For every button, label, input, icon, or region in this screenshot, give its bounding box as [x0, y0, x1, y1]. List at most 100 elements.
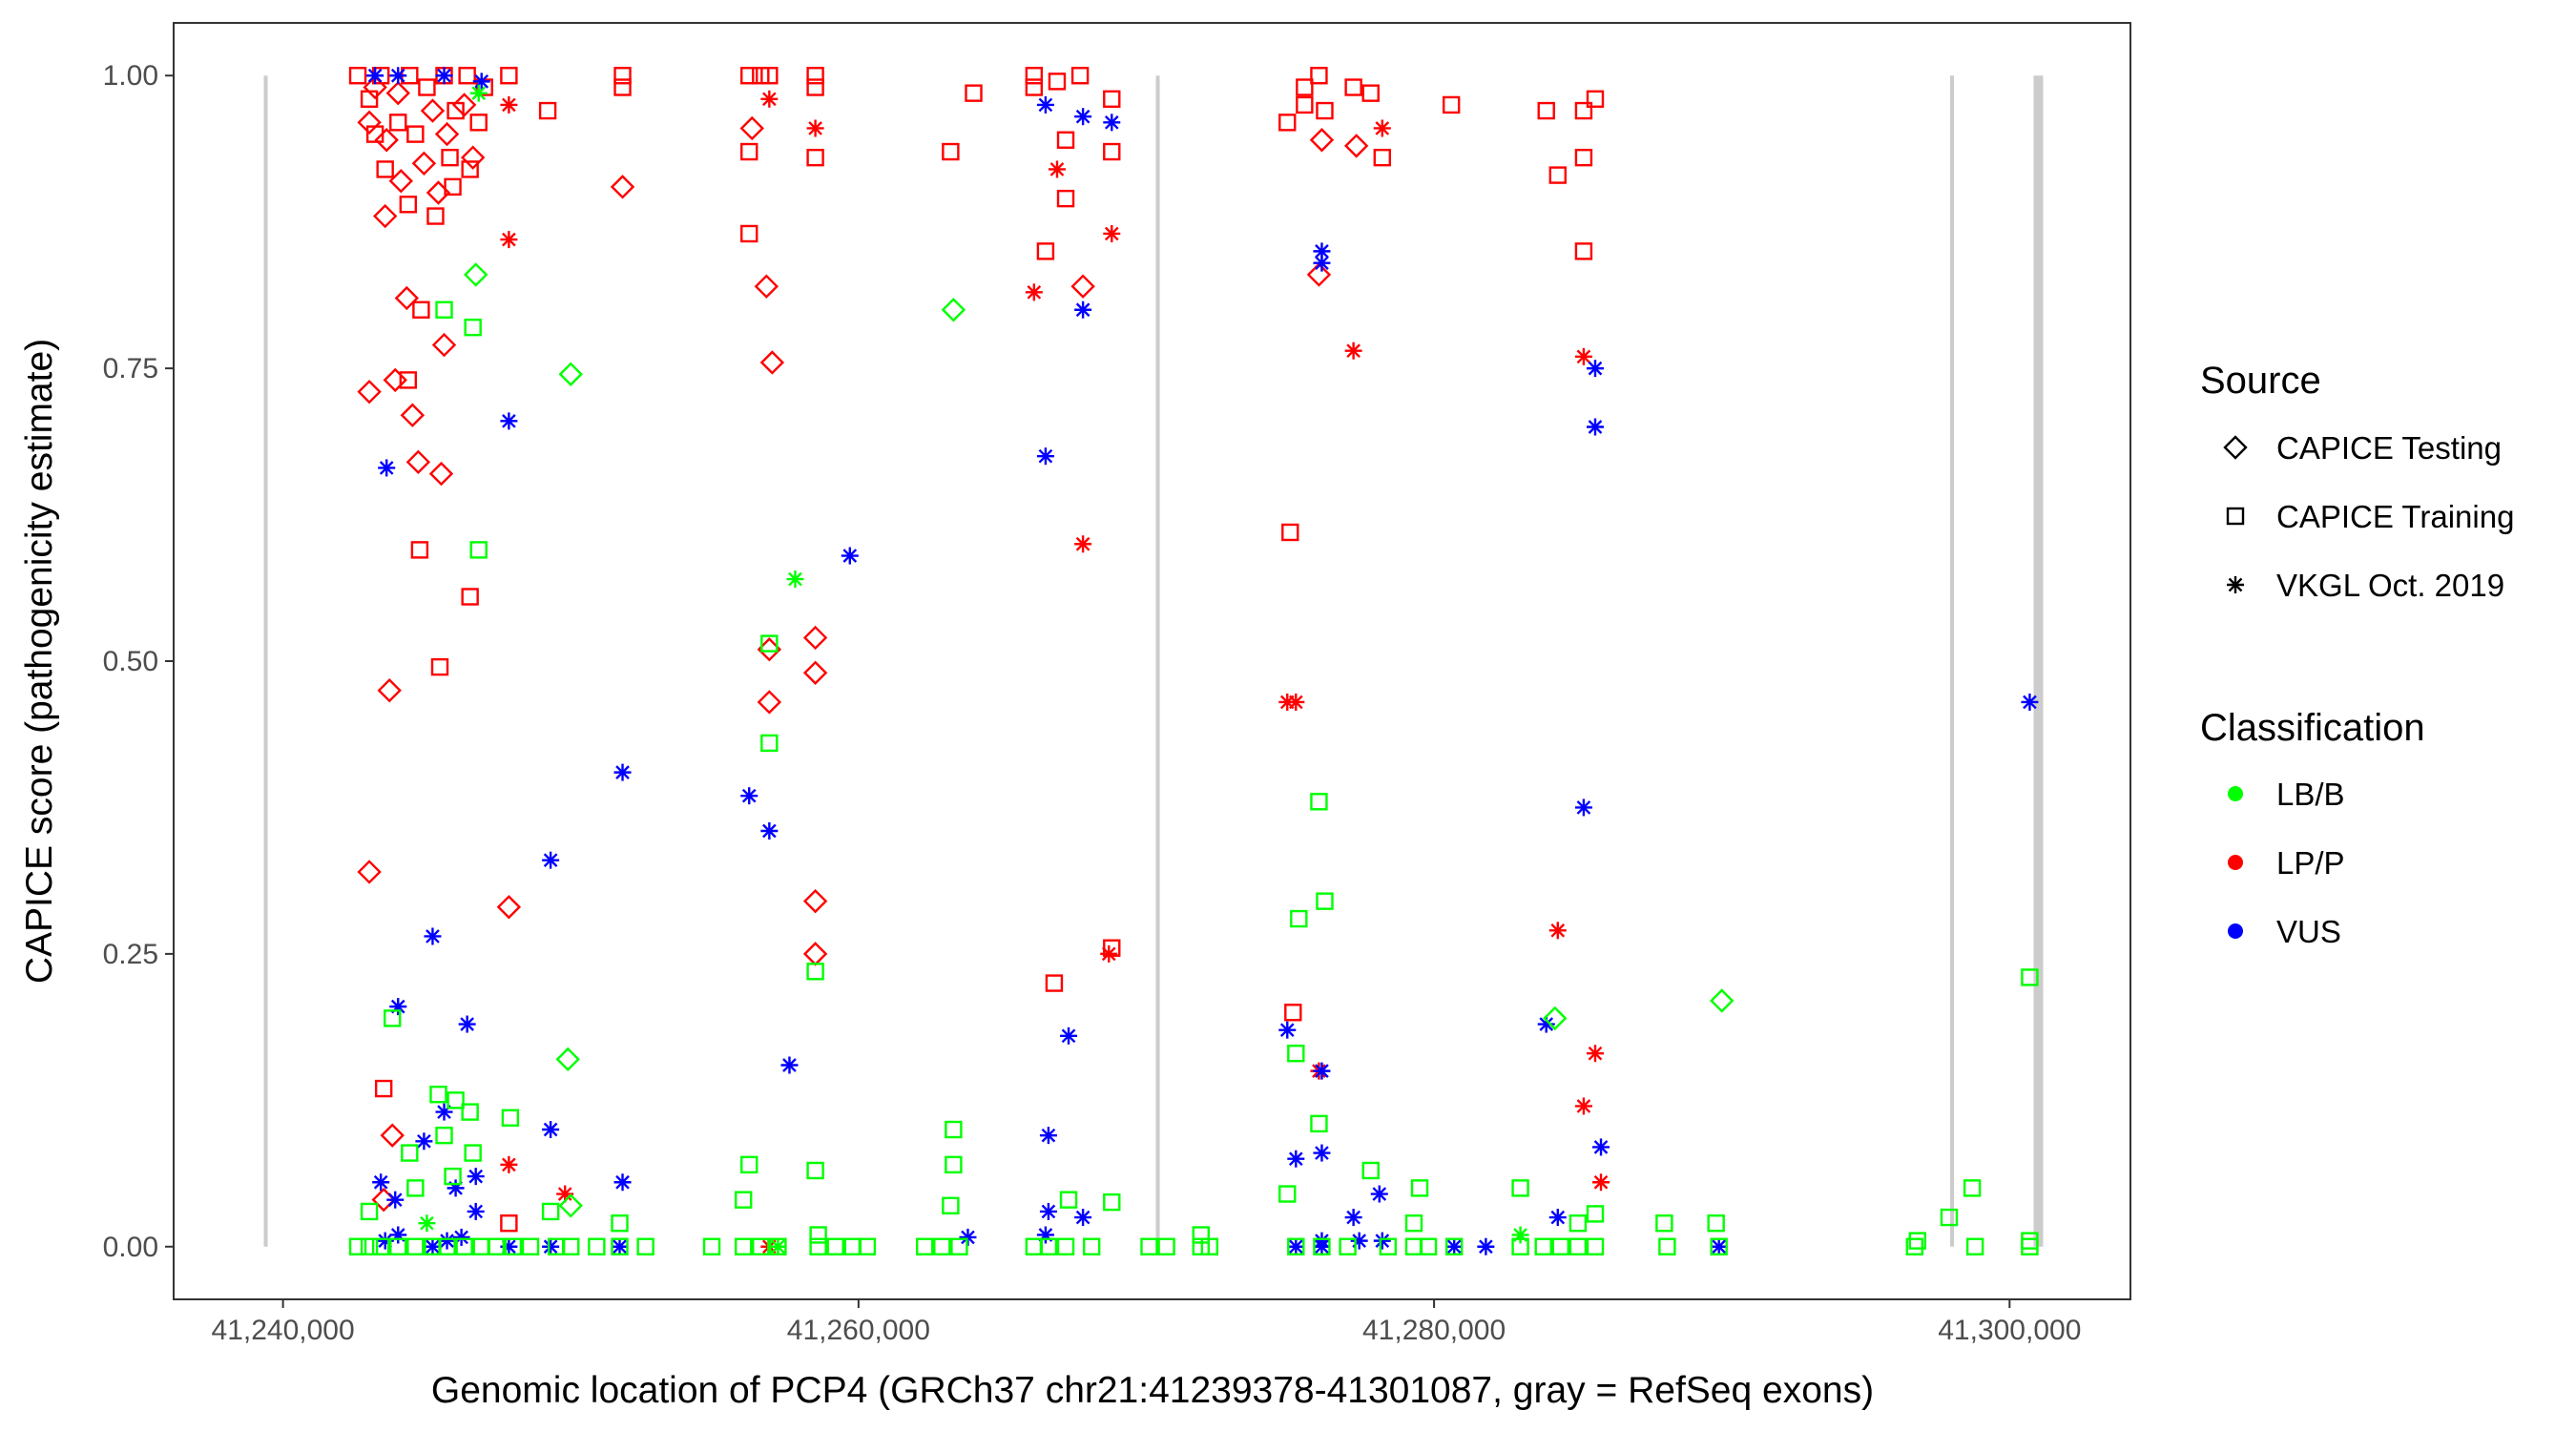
data-point-square: [1574, 148, 1593, 167]
data-point-square: [1296, 95, 1314, 114]
data-point-asterisk: [806, 119, 824, 137]
data-point-asterisk: [469, 84, 488, 102]
x-tick-label: 41,260,000: [787, 1315, 930, 1346]
data-point-square: [806, 1161, 824, 1180]
data-point-asterisk: [1445, 1237, 1464, 1255]
data-point-asterisk: [389, 67, 407, 85]
data-point-square: [1963, 1179, 1982, 1197]
data-point-diamond: [385, 80, 410, 106]
data-point-diamond: [1306, 262, 1332, 287]
legend-label: CAPICE Training: [2276, 499, 2514, 534]
data-point-square: [461, 1103, 479, 1121]
legend-key-square-icon: [2226, 507, 2245, 526]
data-point-asterisk: [1710, 1237, 1728, 1255]
data-point-square: [1310, 67, 1328, 85]
data-point-asterisk: [1048, 160, 1066, 178]
data-point-square: [447, 101, 465, 120]
data-point-square: [2021, 968, 2039, 986]
data-point-square: [1707, 1214, 1725, 1233]
data-point-square: [806, 78, 824, 96]
data-point-asterisk: [1025, 283, 1043, 301]
data-point-asterisk: [542, 1237, 560, 1255]
data-point-diamond: [372, 203, 398, 229]
data-point-diamond: [460, 145, 486, 170]
data-point-square: [1574, 242, 1593, 260]
legend-label: VUS: [2276, 914, 2341, 949]
legend: Source CAPICE Testing CAPICE Training VKGL…: [2200, 360, 2514, 949]
data-point-square: [702, 1237, 721, 1255]
data-point-square: [441, 148, 459, 167]
data-point-square: [1039, 1237, 1058, 1255]
x-axis-title: Genomic location of PCP4 (GRCh37 chr21:4…: [431, 1370, 1874, 1411]
data-point-diamond: [464, 262, 488, 287]
data-point-asterisk: [613, 1173, 632, 1192]
data-point-square: [1287, 1045, 1305, 1063]
legend-key-asterisk-icon: [2227, 576, 2244, 593]
legend-key-dot-icon: [2228, 786, 2243, 801]
data-point-square: [1568, 1237, 1588, 1255]
data-point-square: [1281, 523, 1299, 542]
data-point-diamond: [754, 274, 779, 299]
data-point-square: [389, 114, 407, 132]
data-point-square: [1025, 67, 1044, 85]
data-point-square: [735, 1237, 753, 1255]
data-point-asterisk: [841, 547, 859, 565]
data-point-asterisk: [1370, 1185, 1388, 1203]
data-point-diamond: [739, 115, 764, 141]
data-point-square: [406, 1237, 425, 1255]
data-point-asterisk: [611, 1237, 629, 1255]
data-point-asterisk: [1313, 1062, 1331, 1080]
data-point-asterisk: [1036, 95, 1054, 114]
data-point-asterisk: [1074, 1209, 1092, 1227]
data-point-square: [1310, 1114, 1328, 1133]
data-point-square: [444, 1167, 462, 1186]
data-point-square: [1444, 1237, 1464, 1255]
data-point-diamond: [428, 461, 454, 487]
data-point-square: [365, 125, 384, 143]
data-point-diamond: [405, 449, 431, 475]
data-point-asterisk: [1548, 1209, 1567, 1227]
data-point-square: [487, 1237, 506, 1255]
data-point-square: [1568, 1214, 1588, 1233]
data-point-square: [360, 90, 379, 108]
data-point-square: [806, 963, 824, 981]
data-point-asterisk: [1511, 1226, 1529, 1244]
data-point-square: [521, 1237, 540, 1255]
data-point-square: [945, 1155, 963, 1174]
data-point-square: [1056, 189, 1075, 208]
data-point-square: [1339, 1237, 1357, 1255]
data-point-square: [348, 1237, 367, 1255]
data-point-square: [760, 734, 779, 753]
data-point-square: [430, 657, 449, 676]
data-point-diamond: [357, 860, 382, 884]
data-point-square: [1070, 67, 1090, 85]
data-point-diamond: [383, 367, 407, 393]
data-point-asterisk: [500, 1155, 518, 1173]
data-point-asterisk: [378, 459, 396, 477]
data-point-square: [504, 1237, 523, 1255]
data-point-asterisk: [372, 1173, 390, 1192]
data-point-square: [455, 1237, 473, 1255]
data-point-asterisk: [1592, 1138, 1610, 1156]
data-point-diamond: [759, 350, 785, 375]
data-point-asterisk: [1287, 693, 1305, 711]
data-point-square: [1036, 242, 1055, 260]
data-point-square: [429, 1085, 447, 1104]
data-point-square: [458, 67, 476, 85]
data-point-square: [740, 224, 758, 243]
data-point-square: [371, 1237, 390, 1255]
data-point-diamond: [802, 625, 828, 651]
data-point-square: [1310, 793, 1328, 811]
data-point-square: [435, 301, 453, 319]
data-point-square: [613, 67, 632, 85]
data-point-square: [500, 1214, 518, 1233]
data-point-diamond: [377, 677, 402, 703]
y-axis-ticks: 0.00 0.25 0.50 0.75 1.00: [103, 60, 174, 1263]
data-point-asterisk: [1586, 1045, 1604, 1063]
data-point-diamond: [420, 98, 446, 123]
data-point-asterisk: [1074, 535, 1092, 553]
data-point-square: [444, 177, 462, 197]
data-point-square: [1316, 892, 1334, 910]
data-point-square: [1655, 1214, 1673, 1233]
data-point-square: [360, 1237, 379, 1255]
